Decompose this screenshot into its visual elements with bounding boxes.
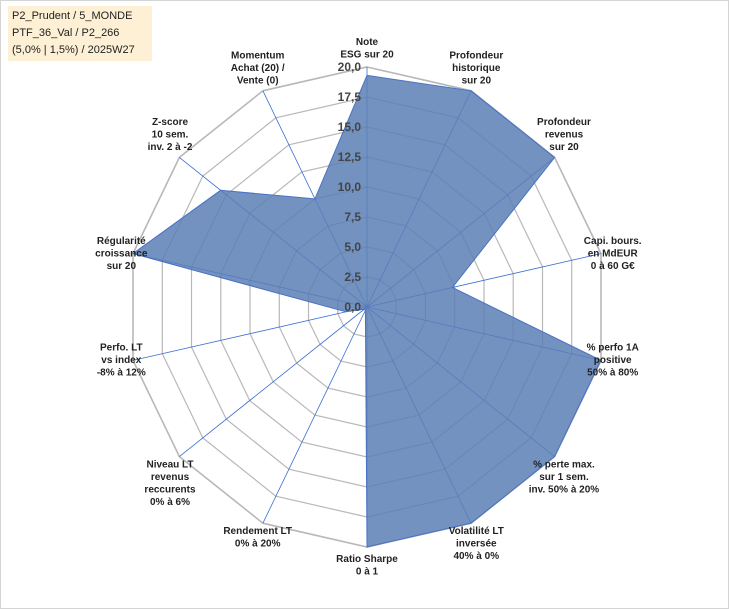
axis-label-line: Profondeur <box>537 117 591 128</box>
tick-label-8: 20,0 <box>338 60 362 74</box>
axis-label-3: Capi. bours. en MdEUR 0 à 60 G€ <box>584 236 642 272</box>
info-line-2: PTF_36_Val / P2_266 <box>12 27 120 39</box>
axis-label-9: Niveau LT revenus reccurents 0% à 6% <box>144 460 196 509</box>
info-line-3: (5,0% | 1,5%) / 2025W27 <box>12 44 135 56</box>
portfolio-info-box: P2_Prudent / 5_MONDE PTF_36_Val / P2_266… <box>8 6 152 61</box>
axis-label-line: 0 à 60 G€ <box>591 261 635 272</box>
axis-label-line: Note <box>356 37 379 48</box>
tick-label-2: 5,0 <box>344 240 361 254</box>
axis-label-line: 10 sem. <box>152 129 189 140</box>
axis-label-line: Volatilité LT <box>449 526 504 537</box>
axis-label-line: % perfo 1A <box>587 343 639 354</box>
tick-label-4: 10,0 <box>338 180 362 194</box>
axis-label-11: Régularité croissance sur 20 <box>95 236 148 272</box>
axis-label-layer: Note ESG sur 20 Profondeur historique sur 20… <box>95 37 642 578</box>
axis-label-1: Profondeur historique sur 20 <box>449 50 503 86</box>
axis-label-line: inv. 2 à -2 <box>148 142 193 153</box>
series-layer <box>131 74 602 548</box>
tick-layer: 0,0 2,5 5,0 7,5 10,0 12,5 15,0 17,5 20,0 <box>338 60 362 314</box>
tick-label-1: 2,5 <box>344 270 361 284</box>
axis-label-line: 0 à 1 <box>356 567 379 578</box>
axis-label-line: % perte max. <box>533 460 595 471</box>
axis-label-line: inversée <box>456 539 497 550</box>
axis-label-line: Ratio Sharpe <box>336 554 398 565</box>
axis-label-line: revenus <box>151 472 190 483</box>
axis-label-line: historique <box>452 63 501 74</box>
axis-label-line: en MdEUR <box>588 248 639 259</box>
axis-label-line: Niveau LT <box>146 460 193 471</box>
axis-label-line: sur 1 sem. <box>539 472 589 483</box>
info-line-1: P2_Prudent / 5_MONDE <box>12 10 133 22</box>
axis-label-line: reccurents <box>144 485 196 496</box>
spoke-8 <box>262 306 368 524</box>
axis-label-10: Perfo. LT vs index -8% à 12% <box>97 343 146 379</box>
axis-label-line: 50% à 80% <box>587 368 638 379</box>
axis-label-0: Note ESG sur 20 <box>340 37 394 61</box>
spoke-10 <box>132 306 368 361</box>
tick-label-7: 17,5 <box>338 90 362 104</box>
axis-label-line: Achat (20) / <box>231 63 285 74</box>
axis-label-line: positive <box>594 355 632 366</box>
axis-label-7: Ratio Sharpe 0 à 1 <box>336 554 398 578</box>
axis-label-2: Profondeur revenus sur 20 <box>537 117 591 153</box>
axis-label-line: ESG sur 20 <box>340 50 394 61</box>
axis-label-line: Capi. bours. <box>584 236 642 247</box>
axis-label-4: % perfo 1A positive 50% à 80% <box>587 343 639 379</box>
axis-label-line: Régularité <box>97 236 146 247</box>
axis-label-line: sur 20 <box>549 142 579 153</box>
series-area <box>131 74 602 548</box>
axis-label-line: Perfo. LT <box>100 343 143 354</box>
axis-label-line: revenus <box>545 129 584 140</box>
axis-label-12: Z-score 10 sem. inv. 2 à -2 <box>148 117 193 153</box>
axis-label-line: sur 20 <box>462 75 492 86</box>
axis-label-line: Momentum <box>231 50 284 61</box>
axis-label-8: Rendement LT 0% à 20% <box>223 526 292 550</box>
tick-label-6: 15,0 <box>338 120 362 134</box>
axis-label-6: Volatilité LT inversée 40% à 0% <box>449 526 504 562</box>
axis-label-line: Rendement LT <box>223 526 292 537</box>
axis-label-line: Z-score <box>152 117 189 128</box>
axis-label-5: % perte max. sur 1 sem. inv. 50% à 20% <box>529 460 600 496</box>
spoke-9 <box>179 306 368 457</box>
axis-label-line: 40% à 0% <box>454 551 500 562</box>
axis-label-line: vs index <box>101 355 141 366</box>
axis-label-line: 0% à 20% <box>235 539 281 550</box>
axis-label-line: Vente (0) <box>237 75 279 86</box>
tick-label-0: 0,0 <box>344 300 361 314</box>
axis-label-line: -8% à 12% <box>97 368 146 379</box>
axis-label-line: Profondeur <box>449 50 503 61</box>
axis-label-13: Momentum Achat (20) / Vente (0) <box>231 50 285 86</box>
axis-label-line: croissance <box>95 248 148 259</box>
axis-label-line: 0% à 6% <box>150 497 190 508</box>
axis-label-line: sur 20 <box>107 261 137 272</box>
tick-label-3: 7,5 <box>344 210 361 224</box>
tick-label-5: 12,5 <box>338 150 362 164</box>
axis-label-line: inv. 50% à 20% <box>529 485 600 496</box>
